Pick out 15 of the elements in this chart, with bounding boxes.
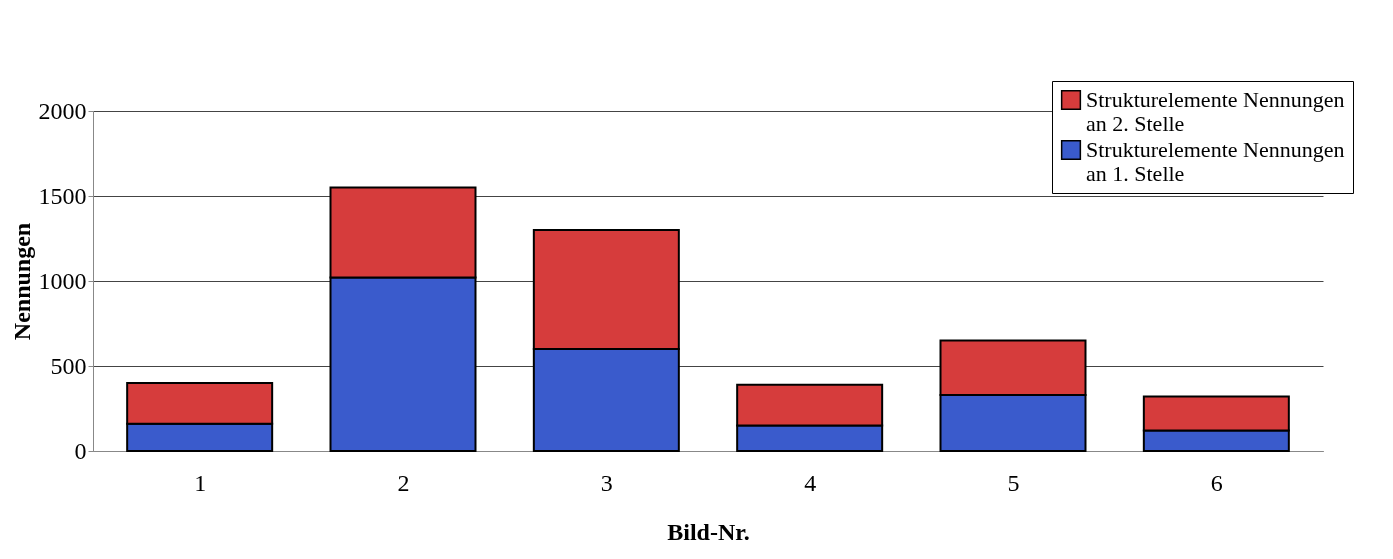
x-tick-label: 3: [600, 469, 613, 496]
x-tick-label: 5: [1007, 469, 1020, 496]
legend-label: Strukturelemente Nennungen an 1. Stelle: [1086, 137, 1345, 186]
x-tick-label: 6: [1210, 469, 1223, 496]
legend-label: Strukturelemente Nennungen an 2. Stelle: [1086, 87, 1345, 136]
y-tick-label: 1000: [38, 267, 87, 294]
y-tick-label: 500: [50, 352, 87, 379]
y-tick-label: 0: [74, 437, 87, 464]
x-tick-label: 4: [804, 469, 817, 496]
x-axis-title: Bild-Nr.: [667, 518, 750, 545]
y-axis-title: Nennungen: [8, 222, 35, 341]
x-tick-label: 1: [194, 469, 207, 496]
y-tick-label: 2000: [38, 97, 87, 124]
y-tick-label: 1500: [38, 182, 87, 209]
x-tick-label: 2: [397, 469, 410, 496]
